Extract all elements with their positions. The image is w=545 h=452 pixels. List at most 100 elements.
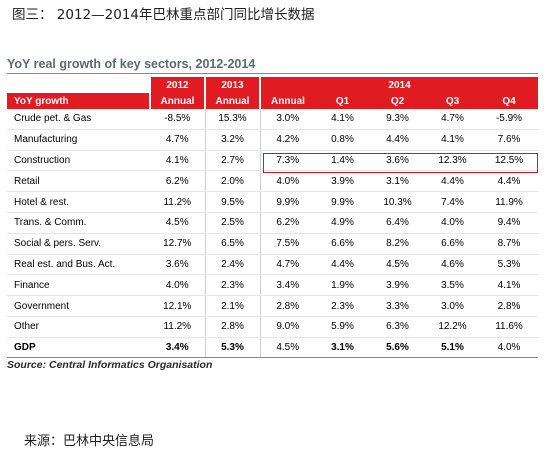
value-cell: 4.9% (315, 212, 370, 234)
value-cell: 2.8% (205, 316, 261, 338)
header-blank-cell (7, 77, 151, 93)
header-period: Q4 (480, 93, 539, 109)
table-row: Retail 6.2% 2.0% 4.0% 3.9% 3.1% 4.4% 4.4% (7, 170, 539, 193)
sector-label: Finance (7, 274, 150, 297)
value-cell: 3.4% (260, 274, 315, 297)
figure-source: 来源：巴林中央信息局 (24, 434, 155, 449)
value-cell: 11.6% (480, 316, 539, 338)
header-period: Q1 (315, 93, 370, 109)
header-year-2012: 2012 (150, 77, 206, 93)
value-cell: 4.1% (150, 150, 206, 172)
value-cell: 15.3% (205, 109, 261, 130)
value-cell: 3.0% (260, 109, 315, 130)
value-cell: 9.3% (370, 109, 425, 130)
value-cell: 8.2% (370, 233, 425, 255)
value-cell: 6.4% (370, 212, 425, 234)
value-cell: 6.2% (150, 170, 206, 193)
value-cell: 12.3% (425, 150, 480, 172)
value-cell: 2.7% (205, 150, 261, 172)
value-cell: 3.9% (370, 274, 425, 297)
value-cell: 6.6% (315, 233, 370, 255)
sector-label: GDP (7, 337, 150, 358)
value-cell: 5.6% (370, 337, 425, 358)
value-cell: 4.1% (315, 109, 370, 130)
value-cell: 2.5% (205, 212, 261, 234)
header-period: Q3 (425, 93, 480, 109)
value-cell: 3.4% (150, 337, 206, 358)
value-cell: 2.0% (205, 170, 261, 193)
value-cell: 2.8% (480, 295, 539, 317)
value-cell: -5.9% (480, 109, 539, 130)
sector-label: Other (7, 316, 150, 338)
value-cell: 7.4% (425, 191, 480, 213)
sector-label: Hotel & rest. (7, 191, 150, 213)
value-cell: 1.4% (315, 150, 370, 172)
value-cell: 1.9% (315, 274, 370, 297)
value-cell: 4.1% (480, 274, 539, 297)
value-cell: 12.7% (150, 233, 206, 255)
value-cell: 6.5% (205, 233, 261, 255)
value-cell: 9.4% (480, 212, 539, 234)
table-row: Manufacturing 4.7% 3.2% 4.2% 0.8% 4.4% 4.1% 7.6… (7, 129, 539, 151)
sector-label: Crude pet. & Gas (7, 109, 150, 130)
value-cell: 8.7% (480, 233, 539, 255)
value-cell: 9.9% (315, 191, 370, 213)
value-cell: 4.4% (370, 129, 425, 151)
value-cell: 4.7% (150, 129, 206, 151)
value-cell: 11.2% (150, 316, 206, 338)
title-rule (7, 73, 538, 74)
value-cell: 3.5% (425, 274, 480, 297)
value-cell: 2.3% (205, 274, 261, 297)
table-row: Real est. and Bus. Act. 3.6% 2.4% 4.7% 4.4% 4… (7, 254, 539, 276)
value-cell: 7.5% (260, 233, 315, 255)
header-row-label: YoY growth (7, 93, 151, 109)
value-cell: 2.1% (205, 295, 261, 317)
value-cell: 7.3% (260, 150, 315, 172)
value-cell: 3.3% (370, 295, 425, 317)
value-cell: -8.5% (150, 109, 206, 130)
value-cell: 2.8% (260, 295, 315, 317)
value-cell: 12.5% (480, 150, 539, 172)
value-cell: 4.7% (425, 109, 480, 130)
table-row: Crude pet. & Gas -8.5% 15.3% 3.0% 4.1% 9.3% 4.… (7, 109, 539, 130)
table-source: Source: Central Informatics Organisation (7, 359, 213, 371)
header-period: Annual (205, 93, 261, 109)
value-cell: 6.6% (425, 233, 480, 255)
value-cell: 2.4% (205, 254, 261, 276)
sector-label: Government (7, 295, 150, 317)
header-period: Annual (150, 93, 206, 109)
header-year-2014: 2014 (260, 77, 539, 93)
sector-label: Manufacturing (7, 129, 150, 151)
value-cell: 4.5% (260, 337, 315, 358)
value-cell: 9.0% (260, 316, 315, 338)
table-title: YoY real growth of key sectors, 2012-201… (7, 57, 256, 71)
value-cell: 3.1% (315, 337, 370, 358)
growth-table: 2012 2013 2014 YoY growth Annual Annual … (7, 77, 539, 358)
value-cell: 2.3% (315, 295, 370, 317)
header-year-row: 2012 2013 2014 (7, 77, 539, 93)
value-cell: 9.9% (260, 191, 315, 213)
header-period: Annual (260, 93, 315, 109)
value-cell: 9.5% (205, 191, 261, 213)
value-cell: 11.2% (150, 191, 206, 213)
figure-title: 图三： 2012—2014年巴林重点部门同比增长数据 (12, 7, 315, 23)
value-cell: 10.3% (370, 191, 425, 213)
value-cell: 0.8% (315, 129, 370, 151)
value-cell: 4.7% (260, 254, 315, 276)
value-cell: 3.1% (370, 170, 425, 193)
value-cell: 3.2% (205, 129, 261, 151)
value-cell: 4.5% (370, 254, 425, 276)
value-cell: 4.0% (480, 337, 539, 358)
table-row: Trans. & Comm. 4.5% 2.5% 6.2% 4.9% 6.4% 4.0% 9.… (7, 212, 539, 234)
sector-label: Construction (7, 150, 150, 172)
value-cell: 4.0% (260, 170, 315, 193)
value-cell: 4.4% (315, 254, 370, 276)
value-cell: 4.4% (425, 170, 480, 193)
table-row: Hotel & rest. 11.2% 9.5% 9.9% 9.9% 10.3% 7.4% 1… (7, 191, 539, 213)
value-cell: 11.9% (480, 191, 539, 213)
value-cell: 4.5% (150, 212, 206, 234)
table-row: Construction 4.1% 2.7% 7.3% 1.4% 3.6% 12.3% 12.… (7, 150, 539, 172)
value-cell: 5.1% (425, 337, 480, 358)
table-row: Finance 4.0% 2.3% 3.4% 1.9% 3.9% 3.5% 4.1% (7, 274, 539, 297)
value-cell: 5.3% (480, 254, 539, 276)
